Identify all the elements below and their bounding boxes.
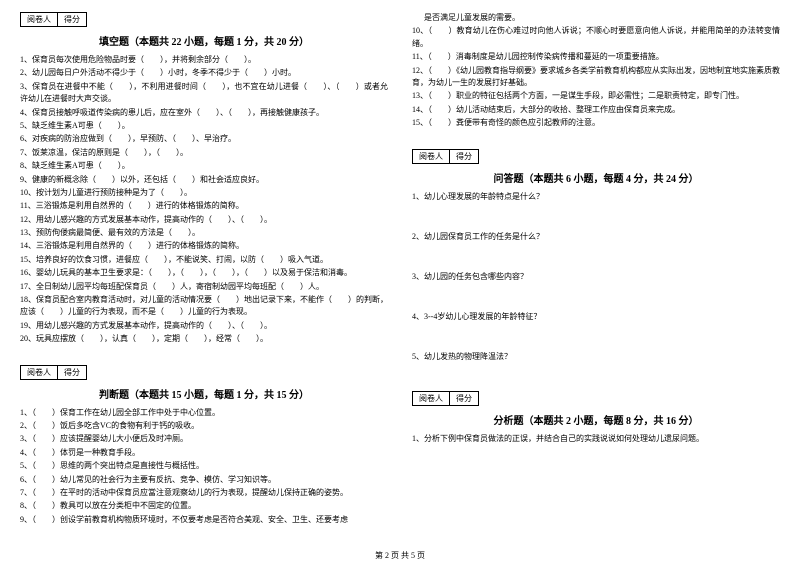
fill-item: 1、保育员每次使用危险物品时要（ ），并将剩余部分（ ）。 [20,54,388,66]
fill-item: 4、保育员接触呼吸道传染病的患儿后，应在室外（ ）、（ ），再接触健康孩子。 [20,107,388,119]
judge-item: 1、（ ）保育工作在幼儿园全部工作中处于中心位置。 [20,407,388,419]
judge-title: 判断题（本题共 15 小题，每题 1 分，共 15 分） [20,386,388,401]
scorebox-score: 得分 [450,392,478,405]
answer-title: 问答题（本题共 6 小题，每题 4 分，共 24 分） [412,170,780,185]
scorebox-score: 得分 [58,366,86,379]
scorebox-reviewer: 阅卷人 [21,366,58,379]
fill-item: 3、保育员在进餐中不能（ ），不利用进餐时间（ ），也不宜在幼儿进餐（ ）、（ … [20,81,388,106]
fill-item: 16、婴幼儿玩具的基本卫生要求是：（ ），（ ），（ ），（ ）以及易于保洁和消… [20,267,388,279]
fill-item: 14、三浴锻炼是利用自然界的（ ）进行的体格锻炼的简称。 [20,240,388,252]
judge-item: 5、（ ）思维的两个突出特点是直接性与概括性。 [20,460,388,472]
page-footer: 第 2 页 共 5 页 [0,550,800,561]
judge-item: 8、（ ）教具可以放在分类柜中不固定的位置。 [20,500,388,512]
fill-item: 11、三浴锻炼是利用自然界的（ ）进行的体格锻炼的简称。 [20,200,388,212]
judge-item: 3、（ ）应该提醒婴幼儿大小便后及时冲厕。 [20,433,388,445]
scorebox: 阅卷人 得分 [20,365,87,380]
fill-item: 15、培养良好的饮食习惯，进餐应（ ），不能说笑、打闹，以防（ ）吸入气道。 [20,254,388,266]
answer-item: 1、幼儿心理发展的年龄特点是什么？ [412,191,780,203]
judge-item: 9、（ ）创设学前教育机构物质环境时，不仅要考虑是否符合美观、安全、卫生、还要考… [20,514,388,526]
scorebox: 阅卷人 得分 [412,391,479,406]
scorebox-judge: 阅卷人 得分 [20,365,388,384]
scorebox: 阅卷人 得分 [20,12,87,27]
judge-item: 13、（ ）职业的特征包括两个方面，一是谋生手段，即必需性；二是职责特定，即专门… [412,90,780,102]
fill-item: 18、保育员配合室内教育活动时，对儿童的活动情况要（ ）地出记录下来，不能作（ … [20,294,388,319]
fill-item: 9、健康的新概念除（ ）以外，还包括（ ）和社会适应良好。 [20,174,388,186]
fill-item: 19、用幼儿感兴趣的方式发展基本动作，提高动作的（ ）、（ ）。 [20,320,388,332]
fill-item: 20、玩具应摆放（ ），认真（ ），定期（ ），经常（ ）。 [20,333,388,345]
answer-item: 2、幼儿园保育员工作的任务是什么？ [412,231,780,243]
answer-item: 4、3--4岁幼儿心理发展的年龄特征？ [412,311,780,323]
scorebox-reviewer: 阅卷人 [413,150,450,163]
judge-item: 12、（ ）《幼儿园教育指导纲要》要求城乡各类学前教育机构都应从实际出发，因地制… [412,65,780,90]
judge-item-cont: 是否满足儿童发展的需要。 [412,12,780,24]
fill-title: 填空题（本题共 22 小题，每题 1 分，共 20 分） [20,33,388,48]
analysis-item: 1、分析下例中保育员做法的正误，并结合自己的实践说说如何处理幼儿遗尿问题。 [412,433,780,445]
judge-item: 6、（ ）幼儿常见的社会行为主要有反抗、竞争、模仿、学习知识等。 [20,474,388,486]
judge-item: 14、（ ）幼儿活动结束后，大部分的收拾、整理工作应由保育员来完成。 [412,104,780,116]
spacer [412,131,780,149]
fill-item: 2、幼儿园每日户外活动不得少于（ ）小时，冬季不得少于（ ）小时。 [20,67,388,79]
scorebox-answer: 阅卷人 得分 [412,149,780,168]
answer-item: 3、幼儿园的任务包含哪些内容？ [412,271,780,283]
fill-item: 6、对疾病的防治应做到（ ），早预防、（ ）、早治疗。 [20,133,388,145]
scorebox-analysis: 阅卷人 得分 [412,391,780,410]
scorebox-score: 得分 [58,13,86,26]
judge-item: 4、（ ）体罚是一种教育手段。 [20,447,388,459]
fill-item: 17、全日制幼儿园平均每班配保育员（ ）人，寄宿制幼园平均每班配（ ）人。 [20,281,388,293]
spacer [20,347,388,365]
fill-item: 10、按计划为儿童进行预防接种是为了（ ）。 [20,187,388,199]
judge-item: 2、（ ）饭后多吃含VC的食物有利于钙的吸收。 [20,420,388,432]
judge-item: 11、（ ）消毒制度是幼儿园控制传染病传播和蔓延的一项重要措施。 [412,51,780,63]
right-column: 是否满足儿童发展的需要。 10、（ ）教育幼儿在伤心难过时向他人诉说；不顺心时要… [412,12,780,542]
scorebox-fill: 阅卷人 得分 [20,12,388,31]
fill-item: 13、预防佝偻病最简便、最有效的方法是（ ）。 [20,227,388,239]
judge-item: 10、（ ）教育幼儿在伤心难过时向他人诉说；不顺心时要愿意向他人诉说，并能用简单… [412,25,780,50]
scorebox: 阅卷人 得分 [412,149,479,164]
fill-item: 12、用幼儿感兴趣的方式发展基本动作，提高动作的（ ）、（ ）。 [20,214,388,226]
fill-item: 7、饭莱凉温，保洁的原则是（ ），（ ）。 [20,147,388,159]
answer-item: 5、幼儿发热的物理降温法？ [412,351,780,363]
judge-item: 15、（ ）粪便带有奇怪的颜色应引起教师的注意。 [412,117,780,129]
fill-item: 8、缺乏维生素A可患（ ）。 [20,160,388,172]
analysis-title: 分析题（本题共 2 小题，每题 8 分，共 16 分） [412,412,780,427]
scorebox-reviewer: 阅卷人 [413,392,450,405]
page-columns: 阅卷人 得分 填空题（本题共 22 小题，每题 1 分，共 20 分） 1、保育… [20,12,780,542]
scorebox-score: 得分 [450,150,478,163]
left-column: 阅卷人 得分 填空题（本题共 22 小题，每题 1 分，共 20 分） 1、保育… [20,12,388,542]
fill-item: 5、缺乏维生素A可患（ ）。 [20,120,388,132]
scorebox-reviewer: 阅卷人 [21,13,58,26]
judge-item: 7、（ ）在平时的活动中保育员应當注意观察幼儿的行为表现，提醒幼儿保持正确的姿势… [20,487,388,499]
